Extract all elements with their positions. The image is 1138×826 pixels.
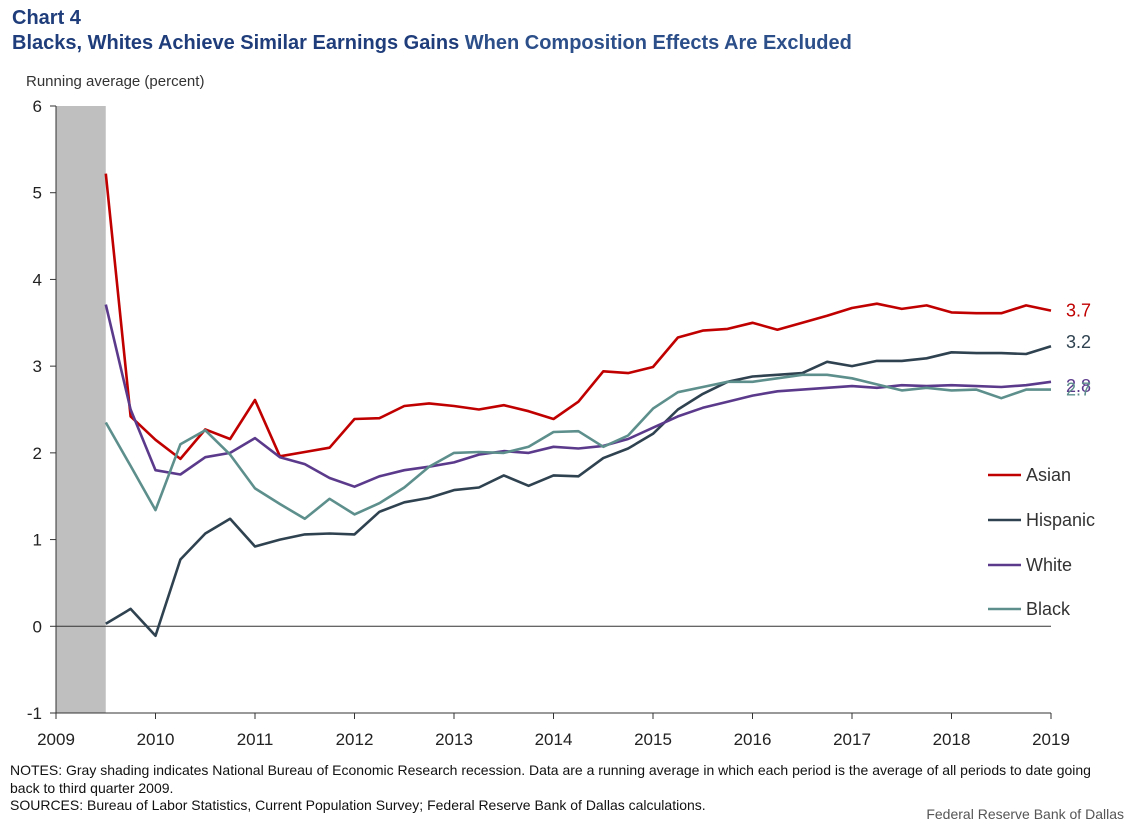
x-tick-label: 2018 (933, 730, 971, 749)
x-tick-label: 2009 (37, 730, 75, 749)
x-tick-label: 2015 (634, 730, 672, 749)
y-tick-label: -1 (27, 704, 42, 723)
y-tick-label: 5 (33, 184, 42, 203)
x-tick-label: 2010 (137, 730, 175, 749)
notes-text: NOTES: Gray shading indicates National B… (10, 762, 1091, 796)
legend-label-asian: Asian (1026, 465, 1071, 485)
end-label-asian: 3.7 (1066, 301, 1091, 321)
y-axis-label: Running average (percent) (26, 73, 205, 90)
chart-header: Chart 4 Blacks, Whites Achieve Similar E… (12, 6, 852, 56)
x-tick-label: 2012 (336, 730, 374, 749)
legend-label-hispanic: Hispanic (1026, 510, 1095, 530)
series-line-black (104, 373, 1051, 521)
x-tick-label: 2019 (1032, 730, 1070, 749)
end-label-hispanic: 3.2 (1066, 332, 1091, 352)
credit-text: Federal Reserve Bank of Dallas (926, 806, 1124, 822)
y-tick-label: 6 (33, 97, 42, 116)
x-tick-label: 2014 (535, 730, 573, 749)
sources-text: SOURCES: Bureau of Labor Statistics, Cur… (10, 797, 706, 813)
x-tick-label: 2016 (734, 730, 772, 749)
legend-label-white: White (1026, 555, 1072, 575)
series-line-white (104, 304, 1052, 489)
chart-title-rest: When Composition Effects Are Excluded (464, 32, 852, 54)
x-tick-label: 2017 (833, 730, 871, 749)
series-line-hispanic (105, 344, 1052, 638)
chart-title: Blacks, Whites Achieve Similar Earnings … (12, 30, 852, 56)
y-tick-label: 0 (33, 617, 42, 636)
y-tick-label: 4 (33, 270, 42, 289)
end-label-black: 2.7 (1066, 380, 1091, 400)
y-tick-label: 1 (33, 531, 42, 550)
end-label-white: 2.8 (1066, 376, 1091, 396)
y-tick-label: 2 (33, 444, 42, 463)
series-line-asian (104, 173, 1052, 461)
chart-number: Chart 4 (12, 7, 81, 29)
chart-title-bold: Blacks, Whites Achieve Similar Earnings … (12, 32, 460, 54)
x-tick-label: 2013 (435, 730, 473, 749)
line-chart: -1 0 1 2 3 4 5 6 2009 2010 2011 2012 2013 2014 2015 201… (27, 97, 1095, 749)
chart-notes: NOTES: Gray shading indicates National B… (10, 762, 1120, 815)
recession-shading (56, 106, 106, 713)
x-tick-label: 2011 (237, 730, 274, 749)
legend-label-black: Black (1026, 599, 1071, 619)
y-tick-label: 3 (33, 357, 42, 376)
